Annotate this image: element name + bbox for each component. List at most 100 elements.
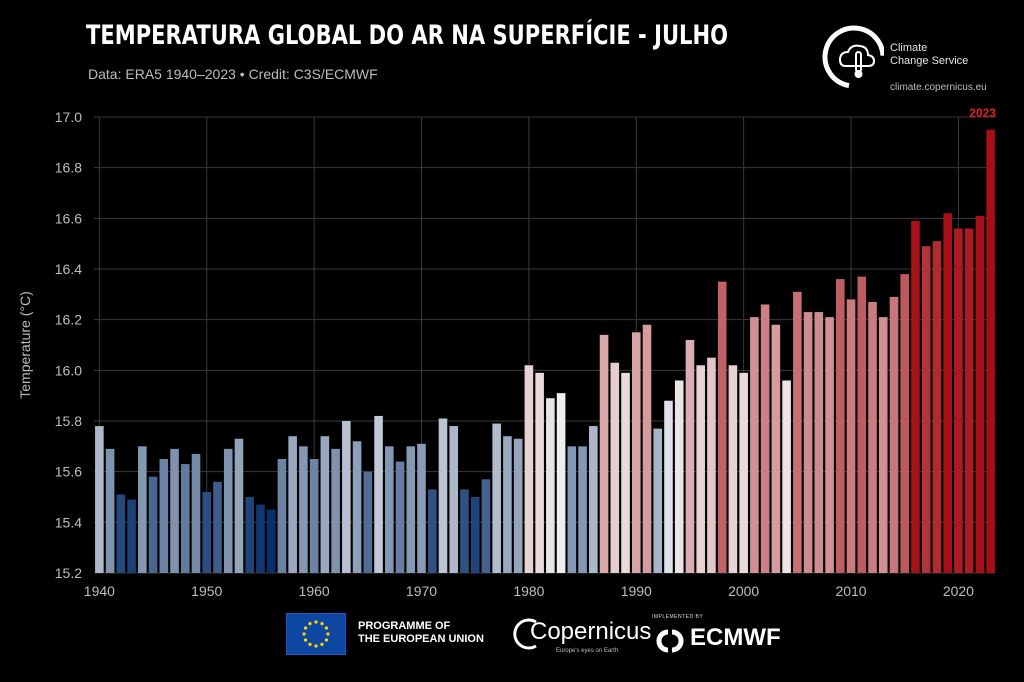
- ecmwf-wordmark: ECMWF: [690, 624, 781, 651]
- ecmwf-logo[interactable]: IMPLEMENTED BY ECMWF: [652, 612, 812, 658]
- bar-1956: [266, 509, 276, 573]
- x-tick-label: 1970: [406, 583, 437, 599]
- bar-2007: [814, 312, 824, 573]
- eu-star: [324, 626, 328, 630]
- bar-1969: [406, 446, 416, 573]
- implemented-by-label: IMPLEMENTED BY: [652, 614, 704, 620]
- y-tick-label: 15.6: [55, 464, 82, 480]
- bar-2003: [771, 324, 781, 573]
- x-tick-label: 1960: [299, 583, 330, 599]
- eu-star: [308, 642, 312, 646]
- eu-star: [308, 622, 312, 626]
- bar-2005: [793, 291, 802, 573]
- bar-2010: [846, 299, 856, 573]
- eu-star: [320, 622, 324, 626]
- bar-2012: [868, 301, 877, 573]
- x-tick-label: 2000: [728, 583, 759, 599]
- bar-1974: [460, 489, 469, 573]
- bar-2022: [975, 215, 985, 574]
- bar-1950: [202, 491, 212, 573]
- climate-logo-icon: [822, 25, 884, 89]
- eu-star: [324, 638, 328, 642]
- bar-1988: [610, 362, 620, 573]
- bar-1993: [664, 400, 673, 573]
- eu-line2: THE EUROPEAN UNION: [358, 633, 484, 645]
- x-tick-label: 1940: [84, 583, 115, 599]
- bar-1998: [717, 281, 727, 573]
- brand-url[interactable]: climate.copernicus.eu: [890, 82, 987, 93]
- eu-line1: PROGRAMME OF: [358, 620, 451, 632]
- bar-2000: [739, 372, 748, 573]
- bar-1942: [116, 494, 126, 573]
- bar-1951: [213, 481, 222, 573]
- bar-1959: [299, 446, 308, 573]
- chart-subtitle: Data: ERA5 1940–2023 • Credit: C3S/ECMWF: [88, 66, 378, 82]
- bar-1952: [223, 448, 233, 573]
- y-tick-label: 15.2: [55, 565, 82, 581]
- brand-name-line1: Climate: [890, 42, 928, 54]
- bar-1949: [191, 453, 201, 573]
- y-tick-label: 17.0: [55, 109, 82, 125]
- temperature-bar-chart: 15.2 15.4 15.6 15.8 16.0 16.2 16.4 16.6 16.8 17.0…: [17, 106, 996, 599]
- eu-flag-icon: [286, 613, 346, 655]
- x-tick-label: 1980: [513, 583, 544, 599]
- bar-1960: [309, 459, 319, 573]
- x-tick-label: 1990: [621, 583, 652, 599]
- bar-1946: [159, 459, 169, 573]
- bar-2006: [803, 312, 813, 573]
- climate-change-service-logo[interactable]: Climate Change Service climate.copernicu…: [820, 22, 1016, 100]
- bar-2016: [911, 220, 920, 573]
- bar-1944: [138, 446, 147, 573]
- y-tick-label: 16.2: [55, 312, 82, 328]
- y-tick-label: 15.4: [55, 514, 82, 530]
- bar-1954: [245, 497, 254, 573]
- bar-1941: [105, 448, 115, 573]
- copernicus-logo[interactable]: Copernicus Europe's eyes on Earth: [512, 612, 651, 658]
- copernicus-tagline: Europe's eyes on Earth: [556, 648, 619, 654]
- bar-1970: [417, 443, 426, 573]
- x-tick-label: 1950: [191, 583, 222, 599]
- bar-1991: [642, 324, 652, 573]
- y-axis-label: Temperature (°C): [17, 291, 33, 399]
- x-tick-label: 2010: [835, 583, 866, 599]
- y-tick-label: 16.8: [55, 160, 82, 176]
- brand-name-line2: Change Service: [890, 55, 969, 67]
- ecmwf-symbol-icon: [656, 629, 684, 653]
- bar-2020: [954, 228, 963, 573]
- bar-2018: [932, 241, 942, 573]
- eu-star: [304, 638, 308, 642]
- bar-1994: [674, 380, 684, 573]
- bar-1963: [342, 421, 351, 573]
- bar-1976: [481, 479, 491, 573]
- bar-1967: [385, 446, 394, 573]
- bar-1955: [256, 504, 265, 573]
- bar-2023: [986, 129, 995, 573]
- eu-star: [304, 626, 308, 630]
- bar-1966: [374, 415, 383, 573]
- bar-1985: [578, 446, 587, 573]
- bar-1940: [95, 426, 104, 573]
- eu-star: [302, 632, 306, 636]
- bar-1987: [599, 334, 609, 573]
- bar-2019: [943, 213, 952, 573]
- bar-1990: [631, 332, 641, 573]
- bar-1964: [352, 441, 362, 573]
- eu-programme-label: PROGRAMME OF THE EUROPEAN UNION: [358, 620, 484, 646]
- bar-1983: [556, 393, 566, 573]
- bar-1989: [621, 372, 630, 573]
- bar-2015: [900, 274, 910, 573]
- bar-2001: [750, 317, 759, 573]
- bar-1943: [127, 499, 136, 573]
- bar-1953: [234, 438, 244, 573]
- brand-name: Climate Change Service: [890, 42, 968, 68]
- y-tick-label: 15.8: [55, 413, 82, 429]
- bar-2013: [878, 317, 888, 573]
- bar-1961: [320, 436, 330, 573]
- bar-1992: [653, 428, 663, 573]
- bar-1965: [363, 471, 373, 573]
- eu-star: [326, 632, 330, 636]
- bar-1980: [524, 365, 534, 573]
- bar-1972: [438, 418, 448, 573]
- bar-2008: [825, 317, 834, 573]
- y-tick-label: 16.4: [55, 261, 82, 277]
